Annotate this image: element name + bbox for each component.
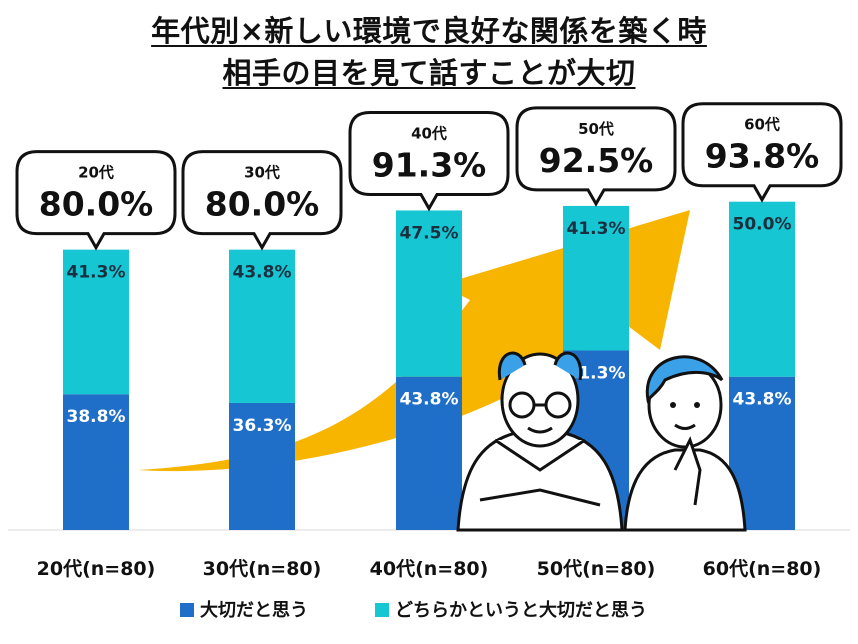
bar-important-2 (396, 376, 462, 530)
older-man-illustration (456, 351, 624, 532)
x-tick-label-1: 30代(n=80) (203, 558, 322, 580)
data-label-somewhat-1: 43.8% (233, 263, 292, 283)
total-bubble-2: 40代 91.3% (348, 110, 510, 212)
trend-arrow (138, 210, 690, 472)
bubble-shape-1 (181, 150, 343, 251)
legend-label-important: 大切だと思う (200, 600, 308, 621)
legend-item-important: 大切だと思う (180, 596, 308, 622)
bar-somewhat-4 (729, 201, 795, 377)
total-bubble-0: 20代 80.0% (15, 150, 177, 251)
total-bubble-1: 30代 80.0% (181, 150, 343, 251)
bubble-age-4: 60代 (744, 116, 780, 134)
legend-label-somewhat: どちらかというと大切だと思う (395, 600, 647, 621)
young-man-illustration (623, 355, 747, 532)
legend-swatch-important (180, 603, 194, 617)
legend-swatch-somewhat (375, 603, 389, 617)
x-tick-label-3: 50代(n=80) (537, 558, 656, 580)
data-label-important-1: 36.3% (233, 416, 292, 436)
data-label-important-4: 43.8% (733, 390, 792, 410)
bubble-total-2: 91.3% (372, 145, 487, 184)
total-bubble-4: 60代 93.8% (681, 102, 843, 203)
bubble-age-3: 50代 (578, 120, 614, 138)
data-label-somewhat-3: 41.3% (567, 219, 626, 239)
x-tick-label-0: 20代(n=80) (37, 558, 156, 580)
data-label-somewhat-0: 41.3% (67, 263, 126, 283)
bubble-total-1: 80.0% (205, 185, 320, 224)
bar-somewhat-3 (563, 205, 629, 351)
bubble-shape-0 (15, 150, 177, 251)
x-tick-label-2: 40代(n=80) (370, 558, 489, 580)
x-tick-label-4: 60代(n=80) (703, 558, 822, 580)
bubble-total-4: 93.8% (705, 137, 820, 176)
chart-title-line-1: 年代別×新しい環境で良好な関係を築く時 (151, 14, 707, 48)
bubble-age-1: 30代 (244, 164, 280, 182)
legend-item-somewhat: どちらかというと大切だと思う (375, 596, 647, 622)
bubble-total-3: 92.5% (539, 141, 654, 180)
data-label-important-2: 43.8% (400, 390, 459, 410)
bar-important-0 (63, 394, 129, 530)
bubble-shape-2 (348, 110, 510, 212)
bar-somewhat-2 (396, 210, 462, 377)
bubble-total-0: 80.0% (39, 185, 154, 224)
bar-somewhat-1 (229, 249, 295, 403)
data-label-important-0: 38.8% (67, 407, 126, 427)
bar-somewhat-0 (63, 249, 129, 395)
data-label-somewhat-4: 50.0% (733, 215, 792, 235)
bubble-shape-3 (515, 106, 677, 207)
chart-title-line-2: 相手の目を見て話すことが大切 (222, 56, 636, 90)
bubble-age-2: 40代 (411, 124, 447, 142)
total-bubble-3: 50代 92.5% (515, 106, 677, 207)
data-label-somewhat-2: 47.5% (400, 223, 459, 243)
bubble-shape-4 (681, 102, 843, 203)
bar-important-1 (229, 402, 295, 530)
bubble-age-0: 20代 (78, 164, 114, 182)
